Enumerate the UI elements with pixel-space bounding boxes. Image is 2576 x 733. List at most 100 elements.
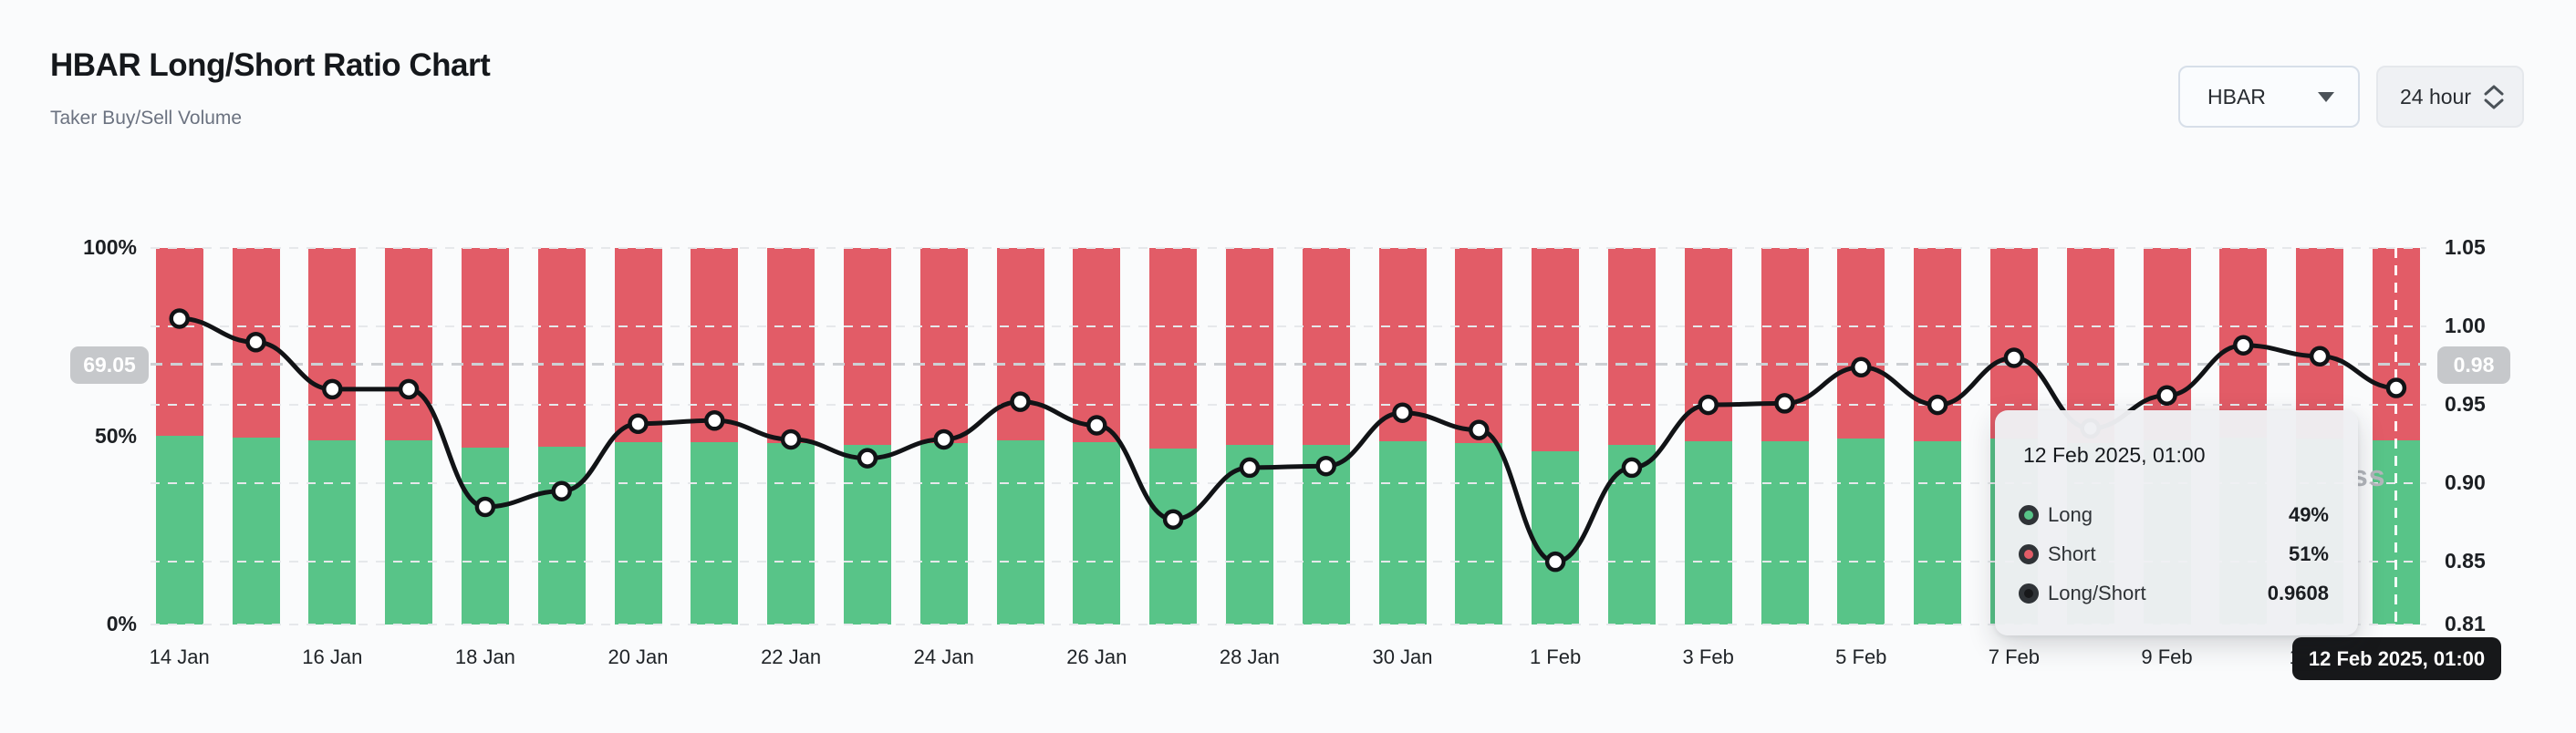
- ratio-point-12-feb[interactable]: [2385, 377, 2407, 398]
- x-axis-label: 3 Feb: [1682, 645, 1734, 668]
- short-segment: [1607, 248, 1656, 446]
- stacked-bar-23-jan[interactable]: [843, 248, 891, 625]
- y-axis-right-label: 0.95: [2445, 392, 2486, 417]
- ratio-point-26-jan[interactable]: [1086, 415, 1107, 436]
- stacked-bar-22-jan[interactable]: [767, 248, 815, 625]
- crosshair-vertical-line: [2394, 248, 2398, 625]
- ratio-point-22-jan[interactable]: [780, 428, 802, 450]
- y-axis-right-label: 0.81: [2445, 612, 2486, 635]
- long-segment: [1684, 440, 1732, 625]
- short-segment: [2296, 248, 2344, 439]
- ratio-point-4-feb[interactable]: [1774, 393, 1795, 414]
- short-segment: [1073, 248, 1121, 443]
- tooltip-ratio-value: 0.9608: [2267, 582, 2329, 604]
- ratio-point-17-jan[interactable]: [398, 378, 420, 400]
- ratio-point-11-feb[interactable]: [2309, 346, 2331, 366]
- stacked-bar-31-jan[interactable]: [1455, 248, 1503, 625]
- ratio-point-15-jan[interactable]: [245, 332, 266, 353]
- stacked-bar-29-jan[interactable]: [1302, 248, 1350, 625]
- short-segment: [614, 248, 662, 443]
- stacked-bar-1-feb[interactable]: [1532, 248, 1580, 625]
- x-axis-label: 1 Feb: [1529, 645, 1582, 668]
- ratio-point-10-feb[interactable]: [2233, 335, 2254, 356]
- stacked-bar-5-feb[interactable]: [1837, 248, 1885, 625]
- gridline: [151, 404, 2426, 407]
- tooltip-short-label: Short: [2048, 542, 2096, 565]
- chart-tooltip: 12 Feb 2025, 01:00 Long 49% Short 51% Lo…: [1995, 410, 2358, 635]
- x-axis-label: 20 Jan: [608, 645, 669, 668]
- ratio-point-1-feb[interactable]: [1544, 551, 1566, 573]
- y-axis-left-label: 0%: [106, 612, 137, 635]
- ratio-point-6-feb[interactable]: [1927, 394, 1948, 416]
- gridline: [151, 624, 2426, 625]
- long-segment: [1914, 440, 1962, 625]
- long-segment: [614, 442, 662, 625]
- ratio-legend-dot-icon: [2019, 583, 2039, 604]
- long-segment: [1378, 441, 1427, 625]
- reference-dashed-line: [151, 363, 2426, 366]
- stacked-bar-27-jan[interactable]: [1149, 248, 1198, 625]
- ratio-point-18-jan[interactable]: [474, 496, 496, 518]
- ratio-point-24-jan[interactable]: [933, 428, 954, 450]
- stacked-bar-18-jan[interactable]: [461, 248, 509, 625]
- short-segment: [767, 248, 815, 444]
- stacked-bar-4-feb[interactable]: [1761, 248, 1809, 625]
- ratio-point-28-jan[interactable]: [1239, 457, 1261, 479]
- ratio-point-9-feb[interactable]: [2156, 385, 2177, 407]
- long-segment: [537, 447, 586, 625]
- ratio-point-5-feb[interactable]: [1851, 356, 1872, 378]
- y-axis-right-label: 1.00: [2445, 314, 2486, 338]
- ratio-point-2-feb[interactable]: [1621, 457, 1643, 479]
- long-segment: [1149, 449, 1198, 625]
- gridline: [151, 482, 2426, 485]
- page-title: HBAR Long/Short Ratio Chart: [50, 47, 491, 83]
- x-axis-label: 28 Jan: [1219, 645, 1280, 668]
- ratio-point-27-jan[interactable]: [1162, 509, 1184, 530]
- ratio-point-30-jan[interactable]: [1392, 402, 1413, 423]
- symbol-select[interactable]: HBAR: [2178, 66, 2360, 128]
- short-segment: [308, 248, 357, 440]
- tooltip-long-label: Long: [2048, 503, 2093, 526]
- ratio-point-20-jan[interactable]: [628, 413, 649, 434]
- long-segment: [385, 439, 433, 625]
- stacked-bar-16-jan[interactable]: [308, 248, 357, 625]
- y-axis-right-label: 0.90: [2445, 470, 2486, 495]
- stacked-bar-3-feb[interactable]: [1684, 248, 1732, 625]
- ratio-point-29-jan[interactable]: [1315, 455, 1336, 477]
- ratio-point-7-feb[interactable]: [2003, 347, 2025, 368]
- tooltip-date: 12 Feb 2025, 01:00: [2023, 443, 2206, 467]
- x-axis-label: 9 Feb: [2141, 645, 2193, 668]
- ratio-line-layer: [169, 308, 2407, 573]
- ratio-point-19-jan[interactable]: [551, 480, 572, 501]
- stacked-bar-19-jan[interactable]: [537, 248, 586, 625]
- ratio-point-23-jan[interactable]: [857, 448, 878, 469]
- stacked-bar-20-jan[interactable]: [614, 248, 662, 625]
- ratio-point-25-jan[interactable]: [1010, 391, 1031, 412]
- ratio-point-31-jan[interactable]: [1469, 419, 1490, 440]
- left-axis-value-pill: 69.05: [70, 346, 149, 384]
- long-segment: [767, 443, 815, 625]
- ratio-point-16-jan[interactable]: [322, 378, 343, 400]
- ratio-point-14-jan[interactable]: [169, 308, 190, 329]
- short-segment: [1989, 248, 2038, 439]
- stacked-bar-15-jan[interactable]: [232, 248, 280, 625]
- right-axis-value-pill: 0.98: [2437, 346, 2510, 384]
- x-axis-label: 24 Jan: [913, 645, 974, 668]
- ratio-point-21-jan[interactable]: [704, 410, 725, 431]
- short-segment: [385, 248, 433, 440]
- long-segment: [996, 440, 1044, 625]
- stacked-bar-21-jan[interactable]: [691, 248, 739, 625]
- stacked-bar-6-feb[interactable]: [1914, 248, 1962, 625]
- y-axis-left-label: 100%: [83, 235, 137, 259]
- ratio-point-3-feb[interactable]: [1698, 394, 1719, 416]
- stacked-bar-17-jan[interactable]: [385, 248, 433, 625]
- long-segment: [919, 443, 968, 625]
- long-segment: [232, 437, 280, 625]
- stacked-bar-24-jan[interactable]: [919, 248, 968, 625]
- gridline: [151, 561, 2426, 563]
- interval-select[interactable]: 24 hour: [2376, 66, 2524, 128]
- stacked-bar-25-jan[interactable]: [996, 248, 1044, 625]
- stacked-bar-26-jan[interactable]: [1073, 248, 1121, 625]
- x-axis-label: 18 Jan: [454, 645, 515, 668]
